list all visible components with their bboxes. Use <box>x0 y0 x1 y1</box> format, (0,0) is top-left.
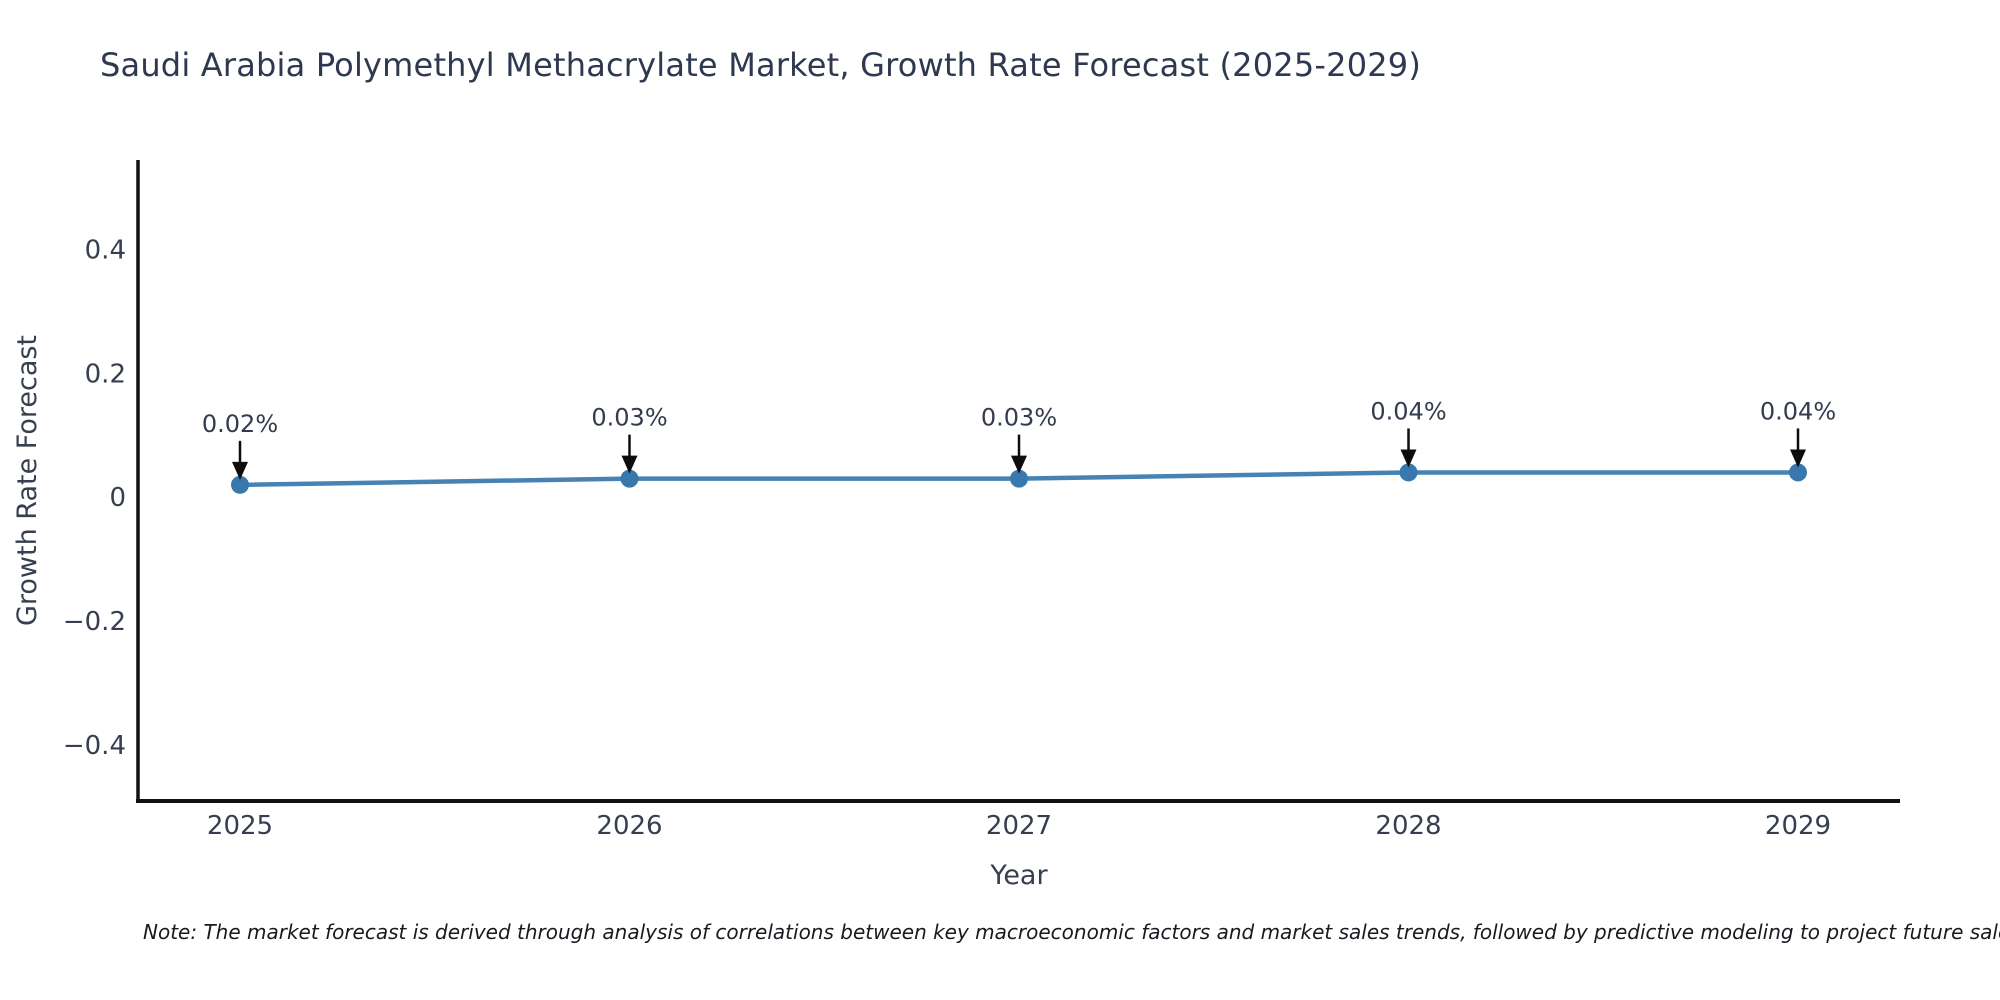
data-point <box>1789 463 1807 482</box>
y-tick-label: 0.2 <box>85 359 126 389</box>
point-value-label: 0.03% <box>591 404 667 432</box>
chart-title: Saudi Arabia Polymethyl Methacrylate Mar… <box>100 46 1422 84</box>
y-tick-label: 0 <box>109 483 126 513</box>
x-tick-label: 2025 <box>207 811 273 841</box>
data-point <box>231 475 249 494</box>
chart-footnote: Note: The market forecast is derived thr… <box>143 920 2000 944</box>
y-axis-title: Growth Rate Forecast <box>12 335 43 626</box>
x-tick-label: 2029 <box>1765 811 1831 841</box>
annotation-arrow-head <box>1011 455 1027 474</box>
x-axis-title: Year <box>989 860 1048 891</box>
point-value-label: 0.03% <box>981 404 1057 432</box>
y-tick-label: −0.2 <box>63 607 126 637</box>
x-tick-label: 2027 <box>986 811 1052 841</box>
point-value-label: 0.04% <box>1370 397 1446 425</box>
annotation-arrow-head <box>621 455 638 474</box>
annotation-arrow-head <box>1400 449 1417 468</box>
data-point <box>1399 463 1418 482</box>
point-value-label: 0.04% <box>1760 397 1836 425</box>
point-value-label: 0.02% <box>202 410 278 438</box>
x-tick-label: 2028 <box>1375 811 1441 841</box>
annotation-arrow-head <box>1790 449 1806 468</box>
data-point <box>1010 469 1028 488</box>
annotation-arrow-head <box>232 461 248 480</box>
data-point <box>620 469 639 488</box>
y-tick-label: 0.4 <box>85 235 126 265</box>
y-tick-label: −0.4 <box>63 731 126 761</box>
x-tick-label: 2026 <box>596 811 662 841</box>
